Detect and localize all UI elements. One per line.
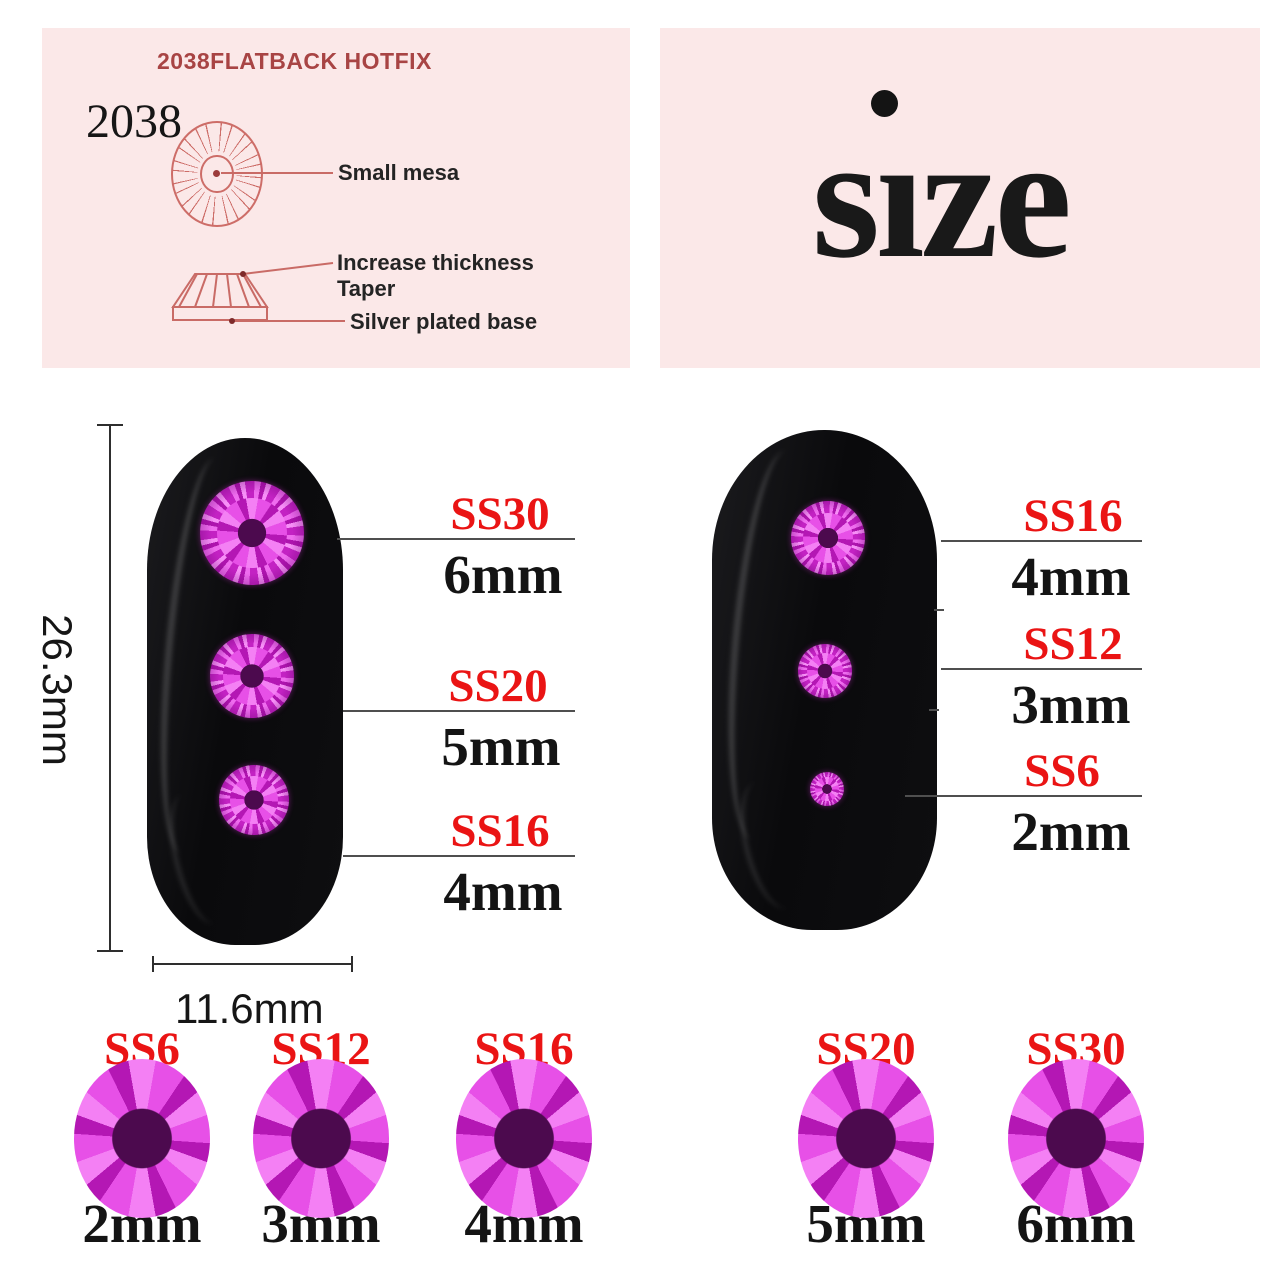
callout-line (343, 710, 575, 712)
ss-code: SS6 (1024, 745, 1100, 797)
nail-small (712, 430, 937, 930)
crystal-side-view-diagram (171, 262, 345, 324)
rhinestone-gem-ss16 (219, 765, 289, 835)
width-measure-cap-right (351, 956, 353, 972)
ss-code: SS30 (450, 488, 550, 540)
spec-panel-title: 2038FLATBACK HOTFIX (157, 48, 432, 74)
callout-line (941, 668, 1142, 670)
mm-value: 2mm (1011, 801, 1131, 862)
mm-value: 4mm (1011, 546, 1131, 607)
base-label: Silver plated base (350, 309, 538, 334)
size-column-ss30: SS30 6mm (976, 1022, 1176, 1255)
size-column-ss12: SS12 3mm (221, 1022, 421, 1255)
ss-code: SS16 (450, 805, 550, 857)
nail-height-value: 26.3mm (34, 614, 81, 766)
ss-code: SS12 (1023, 618, 1123, 670)
model-number: 2038 (86, 95, 182, 148)
gem-slot (125, 1078, 159, 1192)
rhinestone-gem-ss12 (798, 644, 852, 698)
rhinestone-gem-ss30 (1025, 1084, 1127, 1186)
crystal-top-view-diagram (171, 121, 263, 227)
mesa-leader-line (221, 172, 333, 174)
mesa-dot-icon (213, 170, 220, 177)
mm-value: 5mm (441, 716, 561, 777)
mm-value: 3mm (1011, 674, 1131, 735)
gem-slot (1025, 1078, 1127, 1192)
size-column-ss20: SS20 5mm (766, 1022, 966, 1255)
rhinestone-gem-ss6 (125, 1118, 159, 1152)
height-measure-line (109, 425, 111, 952)
callout-line (905, 795, 1142, 797)
mm-value: 6mm (443, 544, 563, 605)
width-measure-line (153, 963, 353, 965)
rhinestone-gem-ss16 (493, 1104, 555, 1166)
gem-slot (493, 1078, 555, 1192)
edge-tick (929, 709, 939, 711)
taper-label: Taper (337, 276, 396, 301)
rhinestone-gem-ss16 (791, 501, 865, 575)
ss-code: SS20 (448, 660, 548, 712)
edge-tick (934, 609, 944, 611)
spec-panel: 2038FLATBACK HOTFIX 2038 (42, 28, 630, 368)
rhinestone-gem-ss30 (200, 481, 304, 585)
width-measure-cap-left (152, 956, 154, 972)
callout-line (941, 540, 1142, 542)
size-panel (660, 28, 1260, 368)
callout-line (337, 538, 575, 540)
callout-line (343, 855, 575, 857)
rhinestone-gem-ss20 (210, 634, 294, 718)
gem-slot (297, 1078, 345, 1192)
thickness-label: Increase thickness (337, 250, 534, 275)
mesa-label: Small mesa (338, 160, 460, 185)
mm-value: 4mm (443, 861, 563, 922)
rhinestone-gem-ss12 (297, 1111, 345, 1159)
height-measure-cap-top (97, 424, 123, 426)
rhinestone-gem-ss6 (810, 772, 844, 806)
gem-slot (827, 1078, 905, 1192)
i-dot-icon (871, 90, 898, 117)
nail-width-value: 11.6mm (175, 985, 324, 1032)
nail-large (147, 438, 343, 945)
rhinestone-gem-ss20 (827, 1096, 905, 1174)
size-column-ss16: SS16 4mm (424, 1022, 624, 1255)
size-heading: sıze (811, 100, 1072, 294)
size-column-ss6: SS6 2mm (42, 1022, 242, 1255)
ss-code: SS16 (1023, 490, 1123, 542)
height-measure-cap-bottom (97, 950, 123, 952)
